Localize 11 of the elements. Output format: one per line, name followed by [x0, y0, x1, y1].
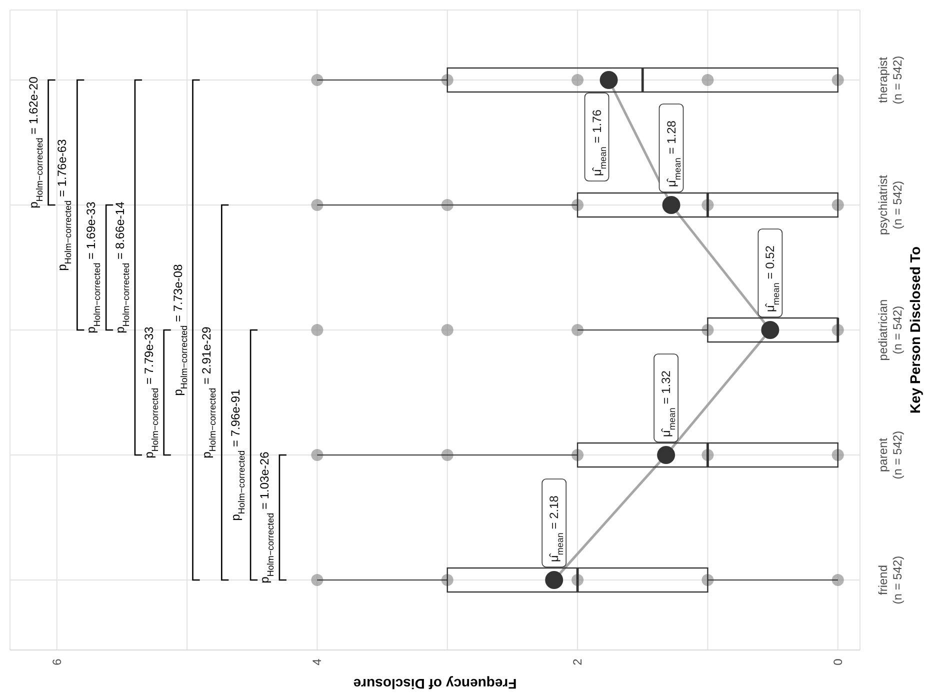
x-tick-label: 2	[570, 658, 585, 666]
y-tick-label: pediatrician (n = 542)	[876, 299, 904, 361]
y-tick-label: parent (n = 542)	[876, 430, 904, 480]
y-tick-label: therapist (n = 542)	[876, 56, 904, 104]
x-tick-label: 6	[50, 658, 64, 666]
y-tick-label: friend (n = 542)	[876, 556, 904, 604]
x-axis-title: Frequency of Disclosure	[353, 676, 517, 692]
y-axis-title: Key Person Disclosed To	[907, 246, 923, 414]
y-tick-label: psychiatrist (n = 542)	[876, 174, 904, 236]
x-tick-label: 4	[310, 658, 324, 666]
x-tick-label: 0	[830, 658, 845, 666]
